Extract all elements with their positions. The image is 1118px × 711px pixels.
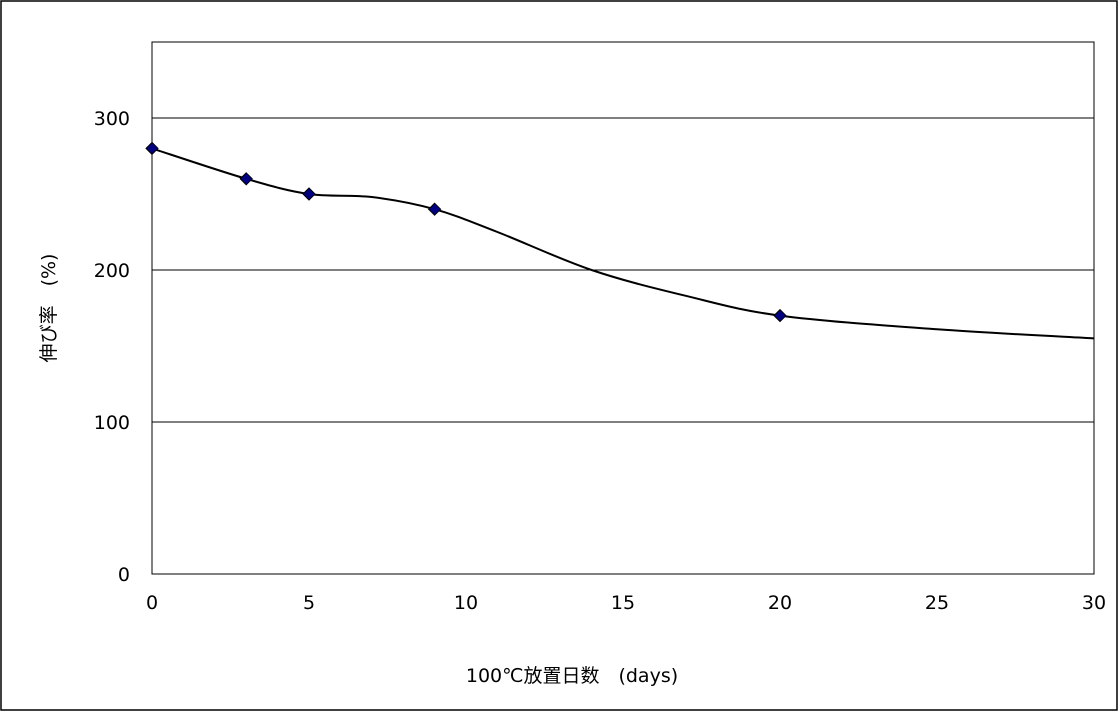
- data-point-marker: [239, 172, 253, 186]
- gridlines: [152, 117, 1094, 423]
- x-tick-label: 0: [146, 592, 158, 614]
- x-axis-label: 100℃放置日数 (days): [466, 665, 678, 687]
- data-point-marker: [145, 141, 159, 156]
- x-tick-label: 30: [1082, 592, 1106, 614]
- y-axis-label: 伸び率 (%): [38, 254, 60, 363]
- x-tick-label: 5: [303, 592, 315, 614]
- y-tick-label: 200: [94, 260, 130, 282]
- data-point-marker: [773, 308, 787, 323]
- y-tick-labels: 0 100 200 300: [94, 108, 130, 586]
- data-point-marker: [302, 187, 316, 201]
- x-tick-label: 15: [611, 592, 635, 614]
- x-tick-label: 10: [454, 592, 478, 614]
- data-point-marker: [427, 202, 442, 216]
- y-tick-label: 300: [94, 108, 130, 130]
- y-tick-label: 100: [94, 412, 130, 434]
- x-tick-label: 25: [925, 592, 949, 614]
- plot-area: [151, 41, 1095, 575]
- x-tick-label: 20: [768, 592, 792, 614]
- trend-line: [151, 147, 1095, 340]
- x-tick-labels: 0 5 10 15 20 25 30: [146, 592, 1106, 614]
- data-points: [145, 141, 787, 323]
- y-tick-label: 0: [118, 564, 130, 586]
